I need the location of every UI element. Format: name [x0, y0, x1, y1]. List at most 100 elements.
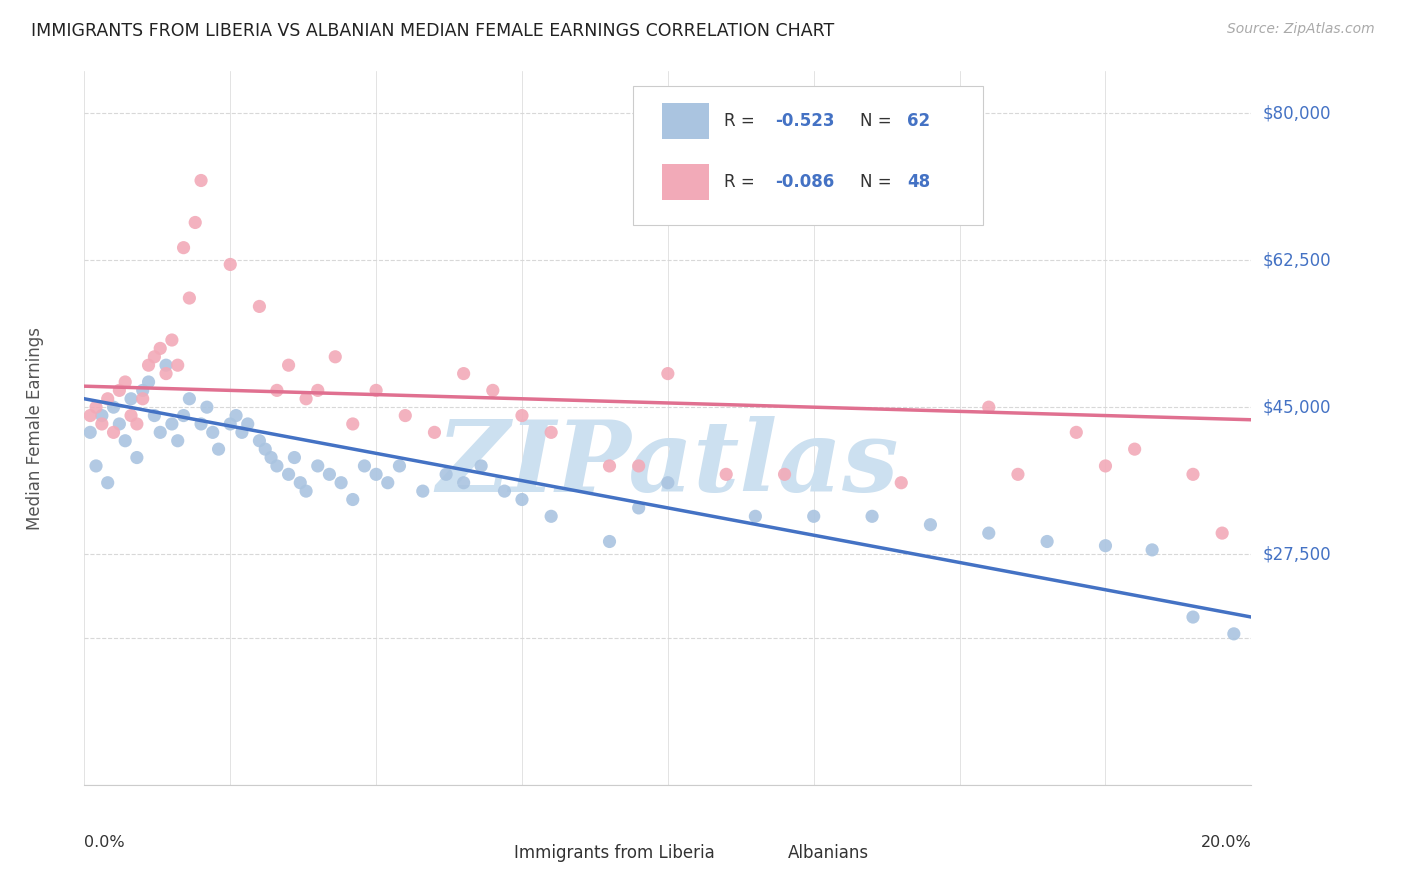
Bar	[662, 103, 709, 139]
Point	[266, 384, 288, 398]
Text: $27,500: $27,500	[1263, 545, 1331, 563]
Point	[434, 467, 457, 482]
Point	[1123, 442, 1146, 457]
Point	[412, 484, 434, 499]
Point	[1007, 467, 1029, 482]
Point	[599, 458, 621, 473]
Point	[173, 409, 195, 423]
Point	[103, 400, 125, 414]
Point	[103, 425, 125, 440]
FancyBboxPatch shape	[633, 86, 983, 225]
Text: Immigrants from Liberia: Immigrants from Liberia	[513, 844, 714, 862]
Point	[540, 509, 562, 524]
Point	[249, 434, 271, 448]
Point	[190, 173, 212, 187]
Point	[627, 500, 650, 515]
Text: $62,500: $62,500	[1263, 252, 1331, 269]
Point	[114, 434, 136, 448]
Text: 48: 48	[907, 173, 931, 191]
Point	[657, 475, 679, 490]
Point	[295, 392, 318, 406]
Point	[84, 458, 107, 473]
Text: N =: N =	[860, 112, 897, 130]
Point	[79, 409, 101, 423]
Text: IMMIGRANTS FROM LIBERIA VS ALBANIAN MEDIAN FEMALE EARNINGS CORRELATION CHART: IMMIGRANTS FROM LIBERIA VS ALBANIAN MEDI…	[31, 22, 834, 40]
Text: Albanians: Albanians	[787, 844, 869, 862]
Point	[423, 425, 446, 440]
Point	[1223, 627, 1246, 641]
Point	[366, 467, 388, 482]
Point	[195, 400, 218, 414]
Point	[295, 484, 318, 499]
Point	[388, 458, 411, 473]
Point	[470, 458, 492, 473]
Point	[773, 467, 796, 482]
Point	[190, 417, 212, 431]
Text: R =: R =	[724, 173, 759, 191]
Point	[803, 509, 825, 524]
Text: $80,000: $80,000	[1263, 104, 1331, 122]
Point	[125, 450, 148, 465]
Point	[249, 300, 271, 314]
Text: R =: R =	[724, 112, 759, 130]
Point	[143, 350, 166, 364]
Point	[290, 475, 312, 490]
Point	[149, 342, 172, 356]
Point	[236, 417, 259, 431]
Bar	[470, 842, 505, 863]
Point	[716, 467, 738, 482]
Point	[860, 509, 883, 524]
Text: 20.0%: 20.0%	[1201, 835, 1251, 850]
Point	[318, 467, 340, 482]
Point	[307, 458, 329, 473]
Point	[120, 392, 142, 406]
Point	[132, 384, 155, 398]
Point	[155, 367, 177, 381]
Point	[453, 367, 475, 381]
Point	[366, 384, 388, 398]
Point	[90, 417, 112, 431]
Point	[207, 442, 229, 457]
Point	[225, 409, 247, 423]
Text: Source: ZipAtlas.com: Source: ZipAtlas.com	[1227, 22, 1375, 37]
Text: ZIPatlas: ZIPatlas	[437, 416, 898, 512]
Point	[1094, 539, 1116, 553]
Point	[977, 400, 1000, 414]
Bar	[744, 842, 779, 863]
Point	[920, 517, 942, 532]
Point	[108, 417, 131, 431]
Point	[132, 392, 155, 406]
Point	[149, 425, 172, 440]
Point	[201, 425, 224, 440]
Point	[394, 409, 416, 423]
Point	[120, 409, 142, 423]
Point	[283, 450, 305, 465]
Point	[277, 467, 299, 482]
Point	[84, 400, 107, 414]
Point	[231, 425, 253, 440]
Point	[744, 509, 766, 524]
Point	[1036, 534, 1059, 549]
Point	[114, 375, 136, 389]
Point	[482, 384, 505, 398]
Point	[1211, 526, 1233, 541]
Point	[323, 350, 346, 364]
Point	[977, 526, 1000, 541]
Point	[377, 475, 399, 490]
Point	[179, 392, 201, 406]
Point	[599, 534, 621, 549]
Point	[219, 257, 242, 271]
Point	[138, 358, 160, 372]
Point	[627, 458, 650, 473]
Text: 0.0%: 0.0%	[84, 835, 125, 850]
Point	[143, 409, 166, 423]
Point	[1066, 425, 1088, 440]
Point	[342, 417, 364, 431]
Point	[260, 450, 283, 465]
Point	[266, 458, 288, 473]
Text: $45,000: $45,000	[1263, 398, 1331, 417]
Point	[890, 475, 912, 490]
Point	[1182, 467, 1205, 482]
Point	[277, 358, 299, 372]
Point	[330, 475, 353, 490]
